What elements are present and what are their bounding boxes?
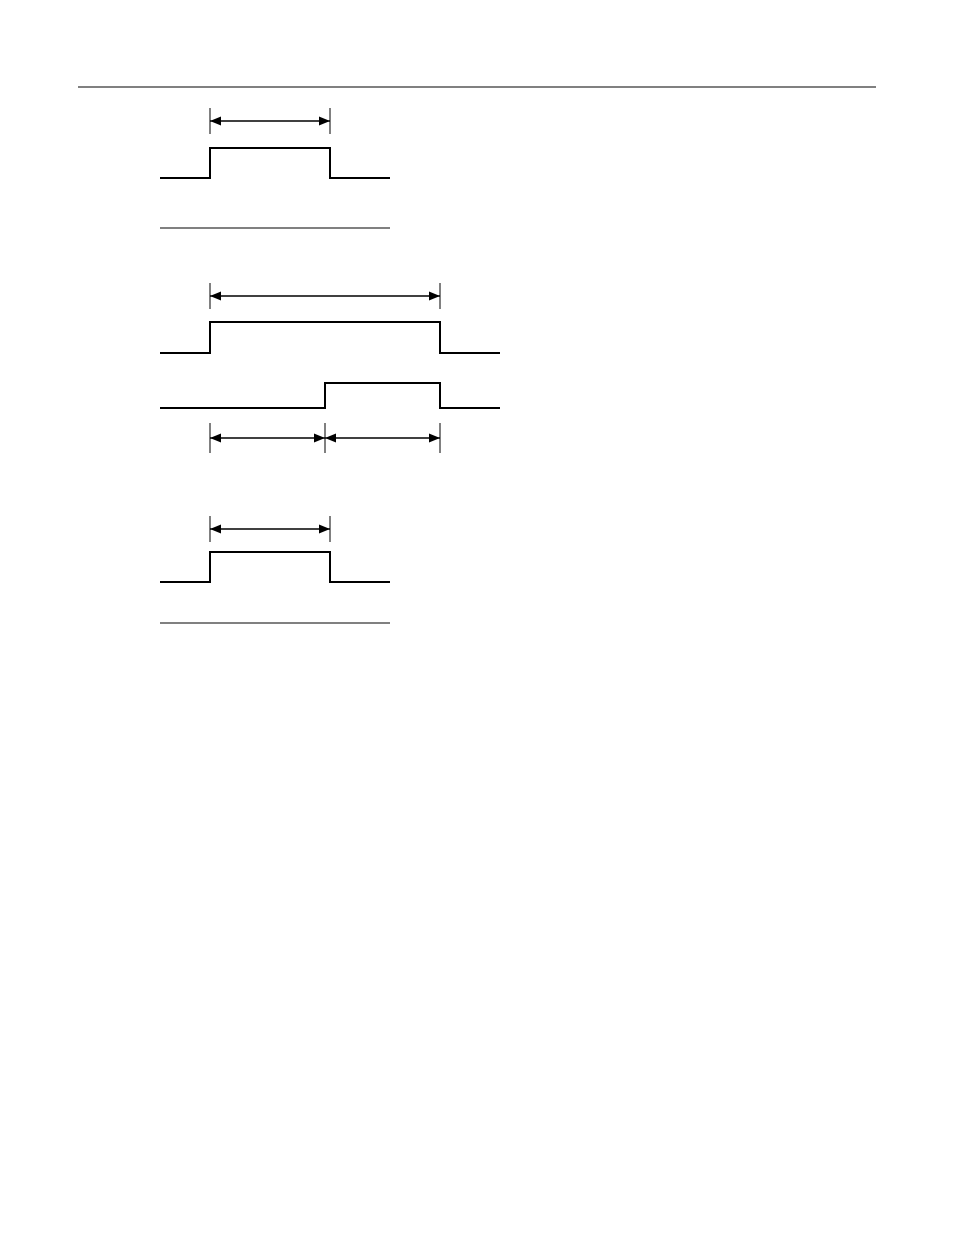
signal-bottom-1 <box>160 383 500 408</box>
signal-top-0 <box>160 148 390 178</box>
arrow-head <box>210 117 221 126</box>
arrow-head <box>429 434 440 443</box>
signal-top-2 <box>160 552 390 582</box>
signal-top-1 <box>160 322 500 353</box>
arrow-head <box>429 292 440 301</box>
timing-diagram-canvas <box>0 0 954 1235</box>
arrow-head <box>314 434 325 443</box>
arrow-head <box>319 525 330 534</box>
arrow-head <box>325 434 336 443</box>
arrow-head <box>210 525 221 534</box>
arrow-head <box>210 434 221 443</box>
arrow-head <box>319 117 330 126</box>
arrow-head <box>210 292 221 301</box>
